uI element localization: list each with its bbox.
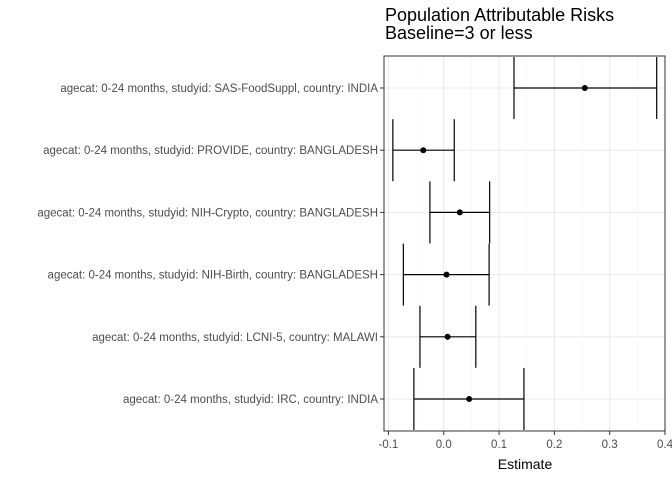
y-axis-category-labels: agecat: 0-24 months, studyid: SAS-FoodSu… bbox=[37, 83, 378, 406]
estimate-point bbox=[444, 333, 451, 340]
y-category-label: agecat: 0-24 months, studyid: NIH-Crypto… bbox=[37, 207, 378, 219]
x-tick-label: -0.1 bbox=[379, 439, 399, 451]
estimate-point bbox=[456, 209, 463, 216]
estimate-point bbox=[466, 396, 473, 402]
x-tick-label: 0.4 bbox=[657, 439, 672, 451]
y-category-label: agecat: 0-24 months, studyid: IRC, count… bbox=[123, 394, 378, 406]
x-tick-label: 0.0 bbox=[436, 439, 452, 451]
panel-border bbox=[383, 55, 666, 432]
y-category-label: agecat: 0-24 months, studyid: PROVIDE, c… bbox=[43, 145, 378, 157]
x-tick-label: 0.1 bbox=[491, 439, 507, 451]
y-category-label: agecat: 0-24 months, studyid: NIH-Birth,… bbox=[48, 270, 378, 282]
x-tick-label: 0.2 bbox=[546, 439, 562, 451]
chart-subtitle: Baseline=3 or less bbox=[385, 23, 533, 43]
estimate-point bbox=[443, 271, 450, 278]
x-axis-tick-labels: -0.1 0.0 0.1 0.2 0.3 0.4 bbox=[379, 439, 672, 451]
y-category-label: agecat: 0-24 months, studyid: SAS-FoodSu… bbox=[60, 83, 378, 95]
axes-ticks bbox=[380, 87, 666, 435]
chart-title: Population Attributable Risks bbox=[385, 5, 614, 25]
y-category-label: agecat: 0-24 months, studyid: LCNI-5, co… bbox=[92, 332, 378, 344]
estimate-point bbox=[420, 147, 427, 154]
x-axis-title: Estimate bbox=[498, 456, 553, 472]
estimates-with-intervals bbox=[392, 57, 658, 430]
estimate-point bbox=[581, 85, 588, 91]
x-tick-label: 0.3 bbox=[602, 439, 618, 451]
